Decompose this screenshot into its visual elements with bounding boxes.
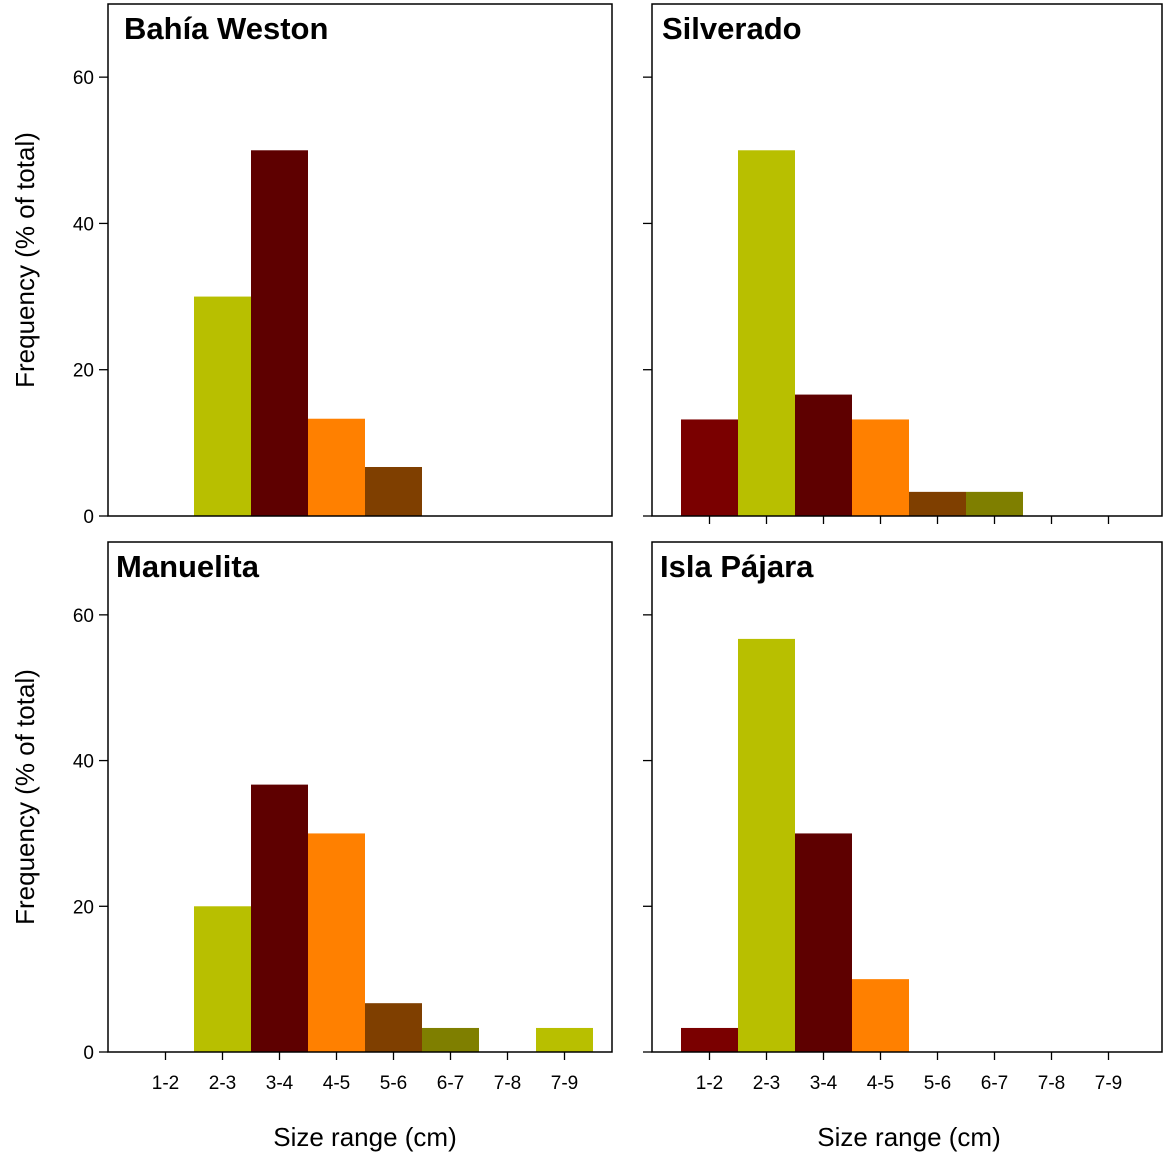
x-tick-label: 6-7 [437, 1073, 464, 1094]
x-tick-label: 5-6 [924, 1073, 951, 1094]
bar-2-3 [738, 150, 795, 517]
x-tick-label: 7-8 [494, 1073, 521, 1094]
x-tick-label: 2-3 [753, 1073, 780, 1094]
y-axis-label: Frequency (% of total) [10, 669, 40, 925]
bar-5-6 [365, 1003, 422, 1052]
bar-2-3 [194, 296, 251, 516]
panel-title: Bahía Weston [124, 11, 328, 46]
bar-4-5 [852, 979, 909, 1052]
panel-2: 0 20 40 60 1-2 2-3 3-4 4-5 5-6 6-7 7-8 7-9 Manuelita… [10, 541, 613, 1152]
bar-2-3 [738, 638, 795, 1052]
x-tick-label: 5-6 [380, 1073, 407, 1094]
panel-title: Silverado [662, 11, 802, 46]
x-tick-label: 4-5 [323, 1073, 350, 1094]
x-tick-label: 7-9 [551, 1073, 578, 1094]
x-axis-label: Size range (cm) [817, 1122, 1001, 1152]
x-tick-label: 7-8 [1038, 1073, 1065, 1094]
bar-3-4 [251, 150, 308, 517]
y-tick-label: 40 [73, 214, 94, 235]
panel-title: Isla Pájara [660, 549, 814, 584]
bar-3-4 [795, 833, 852, 1052]
x-tick-label: 1-2 [152, 1073, 179, 1094]
panel-frame [107, 541, 613, 1053]
bar-1-2 [681, 1027, 738, 1052]
y-tick-label: 20 [73, 361, 94, 382]
bar-1-2 [681, 419, 738, 516]
x-tick-label: 3-4 [266, 1073, 294, 1094]
y-tick-label: 20 [73, 897, 94, 918]
bar-7-9 [536, 1027, 593, 1052]
bar-6-7 [966, 491, 1023, 516]
x-tick-label: 2-3 [209, 1073, 236, 1094]
x-tick-label: 3-4 [810, 1073, 838, 1094]
panel-frame [651, 3, 1163, 517]
y-tick-label: 40 [73, 752, 94, 773]
panel-3: 1-2 2-3 3-4 4-5 5-6 6-7 7-8 7-9 Isla Pájara Size … [643, 541, 1163, 1152]
x-axis-label: Size range (cm) [273, 1122, 457, 1152]
x-tick-label: 7-9 [1095, 1073, 1122, 1094]
bar-5-6 [909, 491, 966, 516]
bar-4-5 [852, 419, 909, 516]
panel-1: Silverado [643, 3, 1163, 524]
y-axis-label: Frequency (% of total) [10, 132, 40, 388]
bar-2-3 [194, 906, 251, 1052]
bar-5-6 [365, 466, 422, 516]
bar-6-7 [422, 1027, 479, 1052]
panel-frame [651, 541, 1163, 1053]
x-tick-label: 1-2 [696, 1073, 723, 1094]
panel-frame [107, 3, 613, 517]
y-tick-label: 60 [73, 68, 94, 89]
y-tick-label: 60 [73, 606, 94, 627]
panel-0: 0 20 40 60 Bahía Weston Frequency (% of total… [10, 3, 613, 528]
y-tick-label: 0 [83, 1043, 94, 1064]
x-tick-label: 4-5 [867, 1073, 894, 1094]
bar-3-4 [251, 784, 308, 1052]
bar-4-5 [308, 833, 365, 1052]
panel-title: Manuelita [116, 549, 260, 584]
bar-3-4 [795, 394, 852, 516]
x-tick-label: 6-7 [981, 1073, 1008, 1094]
bar-4-5 [308, 418, 365, 516]
y-tick-label: 0 [83, 507, 94, 528]
